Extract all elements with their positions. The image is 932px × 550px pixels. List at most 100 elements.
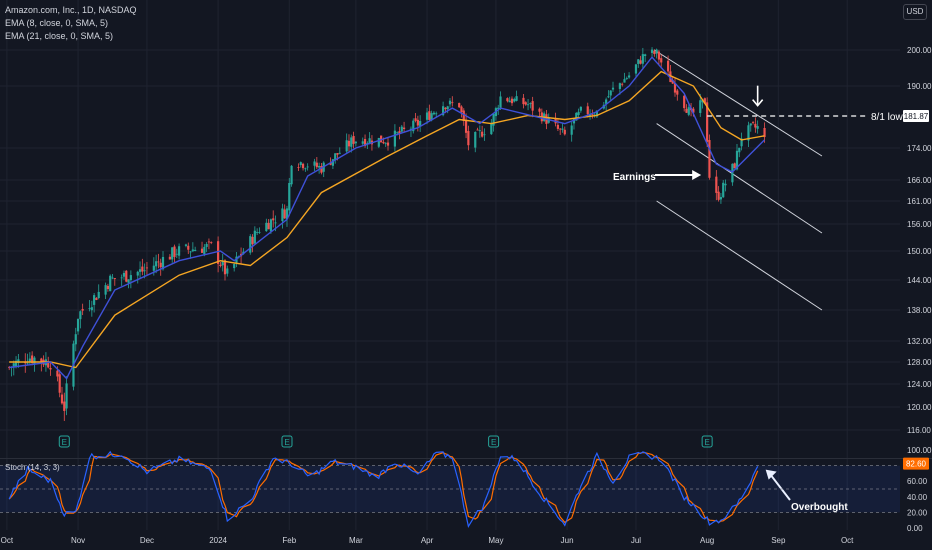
stoch-value-badge <box>903 457 929 470</box>
candle-body <box>735 150 739 170</box>
ema-slow-legend: EMA (21, close, 0, SMA, 5) <box>5 31 114 41</box>
candle-body <box>141 266 144 272</box>
candle-body <box>575 112 578 121</box>
candle-body <box>219 264 222 266</box>
currency-button[interactable]: USD <box>903 4 927 20</box>
candle-body <box>31 355 34 364</box>
candle-body <box>313 161 316 166</box>
candle-body <box>430 113 433 121</box>
candle-body <box>611 87 615 90</box>
candle-body <box>522 97 525 105</box>
candle-body <box>639 60 642 64</box>
candle-body <box>76 318 80 332</box>
price-tick-label: 190.00 <box>907 82 932 91</box>
candle-body <box>531 101 534 111</box>
candle-body <box>715 176 718 193</box>
candle-body <box>281 208 284 222</box>
candle-body <box>625 78 628 79</box>
candle-body <box>127 279 130 283</box>
candle-body <box>393 130 396 147</box>
candle-body <box>191 249 194 252</box>
candle-body <box>497 107 500 109</box>
candle-body <box>361 141 364 144</box>
candle-body <box>253 230 256 244</box>
candle-body <box>467 131 470 146</box>
candle-body <box>95 297 98 300</box>
candle-body <box>524 102 527 105</box>
candle-body <box>398 131 401 134</box>
price-tick-label: 144.00 <box>907 276 932 285</box>
candle-body <box>155 261 158 267</box>
candle-body <box>687 107 690 115</box>
candle-body <box>588 114 592 117</box>
candle-body <box>258 231 261 233</box>
time-tick-label: Oct <box>1 536 14 545</box>
candle-body <box>40 358 43 363</box>
candle-body <box>634 64 638 74</box>
candle-body <box>747 125 750 141</box>
ema-lines <box>9 56 765 380</box>
candle-body <box>205 243 208 247</box>
candle-body <box>499 96 502 108</box>
ema-fast-legend: EMA (8, close, 0, SMA, 5) <box>5 18 109 28</box>
candle-body <box>297 167 300 168</box>
candle-body <box>347 140 351 147</box>
candle-body <box>125 270 128 282</box>
candle-body <box>396 132 399 134</box>
axes: Oct Nov Dec 2024 Feb Mar Apr May Jun Jul Aug Sep Oct… <box>1 46 932 545</box>
candle-body <box>194 249 197 251</box>
candle-body <box>458 103 461 108</box>
candle-body <box>667 60 670 72</box>
candle-body <box>320 166 323 173</box>
candle-body <box>290 165 293 185</box>
candle-body <box>251 236 254 245</box>
candle-body <box>483 134 486 136</box>
channel-line <box>656 200 823 311</box>
candle-body <box>97 291 100 298</box>
candle-body <box>334 153 337 161</box>
candle-body <box>570 125 573 135</box>
earnings-badge-label: E <box>284 438 289 447</box>
candle-body <box>529 103 532 104</box>
candle-body <box>416 119 419 126</box>
candle-body <box>595 110 599 117</box>
time-tick-label: Feb <box>282 536 296 545</box>
candle-body <box>563 129 566 135</box>
price-tick-label: 138.00 <box>907 306 932 315</box>
candle-body <box>200 248 204 253</box>
candle-body <box>591 114 594 115</box>
candle-body <box>506 98 509 102</box>
candle-body <box>442 106 445 116</box>
candle-body <box>508 100 511 103</box>
earnings-badge-label: E <box>704 438 709 447</box>
candle-body <box>400 126 403 132</box>
candle-body <box>605 99 608 104</box>
candle-body <box>448 100 452 105</box>
candle-body <box>699 100 702 113</box>
candle-body <box>152 265 155 271</box>
candle-body <box>168 256 171 260</box>
candle-body <box>136 271 139 276</box>
candle-body <box>366 143 369 144</box>
candle-body <box>58 374 61 393</box>
earnings-label: Earnings <box>613 172 656 183</box>
candle-body <box>464 119 468 133</box>
candle-body <box>425 112 429 120</box>
earnings-badge <box>58 435 70 448</box>
candle-body <box>673 83 677 93</box>
candle-body <box>329 162 332 165</box>
candle-body <box>173 246 176 257</box>
candle-body <box>106 285 110 290</box>
candle-body <box>368 138 371 144</box>
candle-body <box>754 123 757 128</box>
candle-body <box>586 106 589 115</box>
candle-body <box>354 141 357 144</box>
candle-body <box>14 360 18 367</box>
stoch-d-line <box>8 451 759 524</box>
candle-body <box>671 80 674 84</box>
candle-body <box>412 120 415 132</box>
time-tick-label: Nov <box>71 536 85 545</box>
candle-body <box>288 182 291 211</box>
candle-body <box>113 278 116 280</box>
